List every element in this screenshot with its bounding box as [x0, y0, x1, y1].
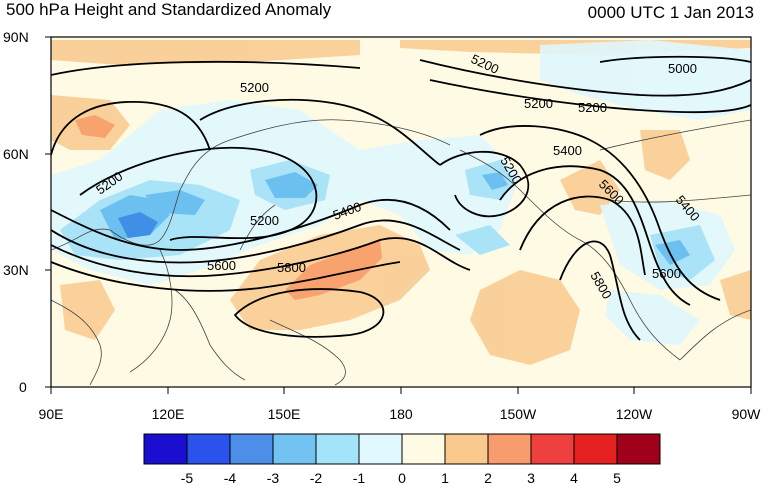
map-title: 500 hPa Height and Standardized Anomaly [6, 0, 332, 19]
contour-label: 5200 [524, 96, 553, 111]
contour-label: 5200 [578, 100, 607, 115]
lat-label-90n: 90N [3, 29, 29, 45]
lon-label-120e: 120E [152, 406, 185, 422]
colorbar-swatch [143, 433, 188, 465]
colorbar-swatch [401, 433, 446, 465]
colorbar-label: 0 [398, 470, 406, 486]
longitude-axis: 90E 120E 150E 180 150W 120W 90W [39, 387, 762, 422]
colorbar-swatch [530, 433, 575, 465]
contour-label: 5800 [277, 260, 306, 275]
colorbar-label: -3 [267, 470, 280, 486]
lon-label-150w: 150W [500, 406, 537, 422]
colorbar-label: -4 [224, 470, 237, 486]
colorbar-swatch [186, 433, 231, 465]
contour-label: 5600 [207, 258, 236, 273]
lon-label-150e: 150E [268, 406, 301, 422]
lon-label-90w: 90W [732, 406, 762, 422]
colorbar-label: 3 [527, 470, 535, 486]
map-datetime: 0000 UTC 1 Jan 2013 [587, 3, 754, 22]
strong-positive-anomaly-shading [75, 115, 382, 300]
colorbar-swatch [487, 433, 532, 465]
map-panel: 5200 5200 5200 5200 5200 5200 5200 5000 … [51, 37, 751, 387]
lon-label-120w: 120W [616, 406, 653, 422]
colorbar-swatch [229, 433, 274, 465]
colorbar-label: 5 [613, 470, 621, 486]
colorbar-swatch [272, 433, 317, 465]
colorbar-label: 1 [441, 470, 449, 486]
contour-label: 5000 [668, 61, 697, 76]
height-contours [51, 55, 751, 341]
colorbar-swatch [616, 433, 661, 465]
latitude-axis: 90N 60N 30N 0 [3, 29, 51, 395]
lon-label-180: 180 [389, 406, 413, 422]
coastlines [51, 119, 751, 386]
colorbar-swatch [444, 433, 489, 465]
colorbar-label: -1 [353, 470, 366, 486]
colorbar-swatch [573, 433, 618, 465]
lat-label-30n: 30N [3, 262, 29, 278]
contour-label: 5200 [240, 80, 269, 95]
colorbar-label: 2 [484, 470, 492, 486]
colorbar-label: -5 [181, 470, 194, 486]
lat-label-equator: 0 [19, 379, 27, 395]
colorbar-swatch [315, 433, 360, 465]
very-strong-negative-anomaly-shading [118, 212, 158, 238]
lat-label-60n: 60N [3, 146, 29, 162]
colorbar-label: -2 [310, 470, 323, 486]
contour-label: 5400 [553, 143, 582, 158]
colorbar-swatch [358, 433, 403, 465]
lon-label-90e: 90E [39, 406, 64, 422]
contour-label: 5200 [250, 213, 279, 228]
colorbar: -5 -4 -3 -2 -1 0 1 2 3 4 5 [143, 433, 661, 486]
contour-label: 5600 [652, 266, 681, 281]
colorbar-label: 4 [570, 470, 578, 486]
